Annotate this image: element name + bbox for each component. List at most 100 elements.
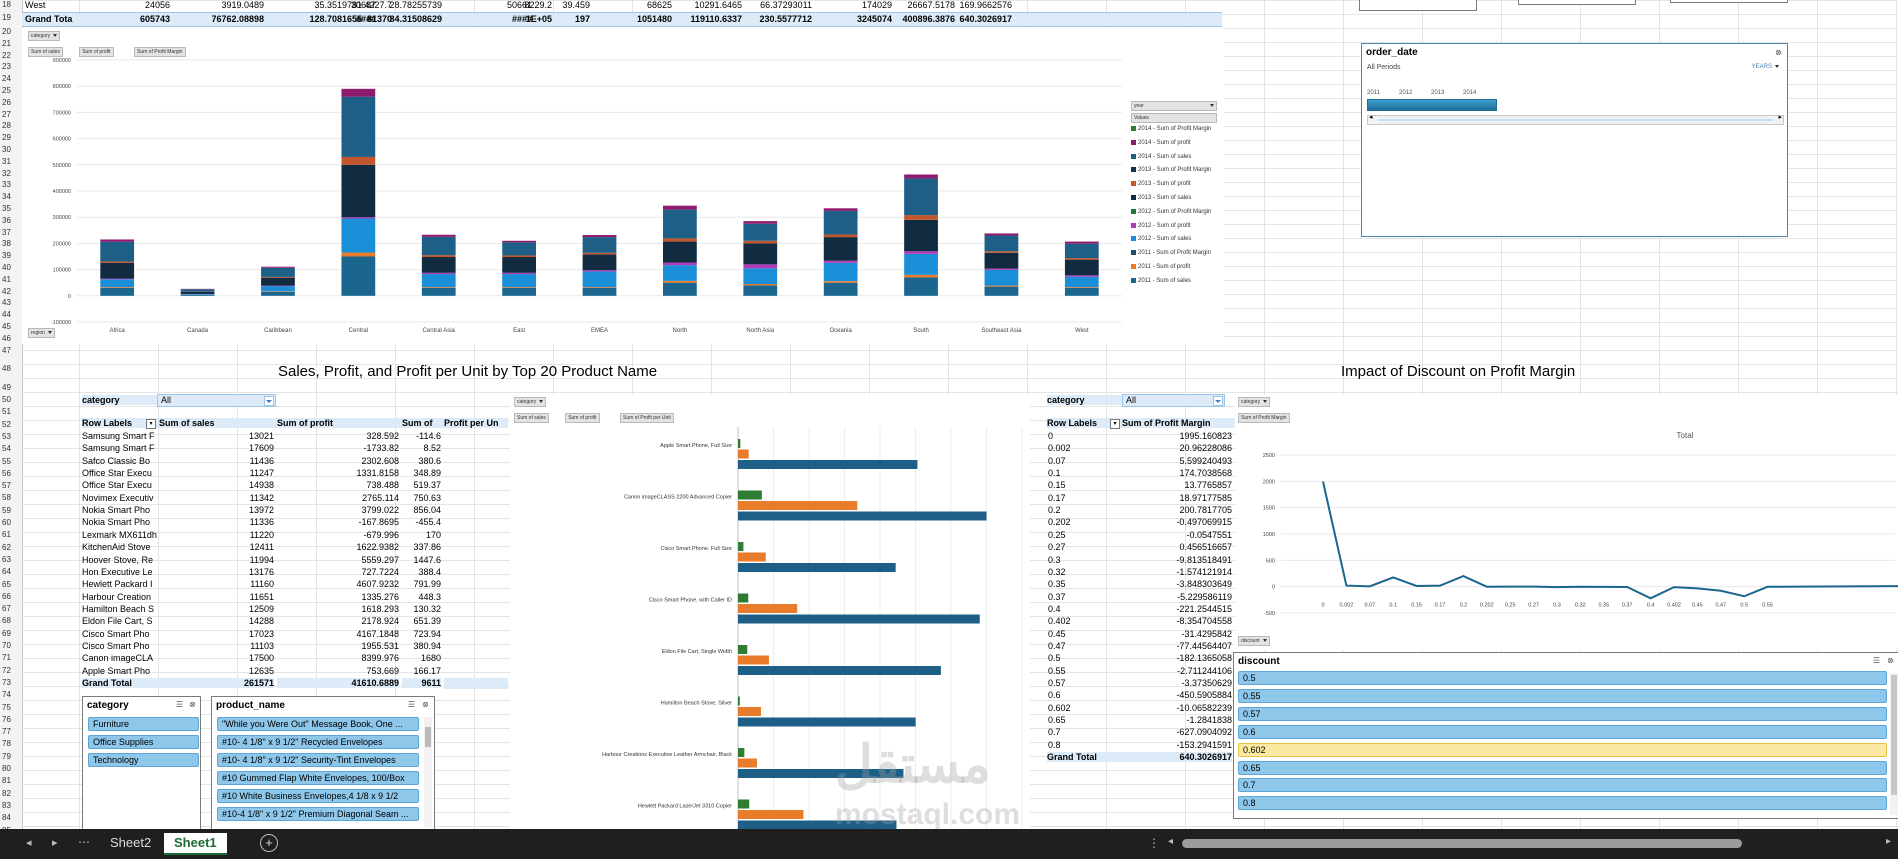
bar-segment[interactable] bbox=[904, 174, 938, 179]
row-number[interactable]: 50 bbox=[2, 395, 11, 404]
bar-segment[interactable] bbox=[261, 285, 295, 287]
row-number[interactable]: 37 bbox=[2, 227, 11, 237]
slicer-item[interactable]: 0.55 bbox=[1238, 688, 1887, 703]
add-sheet-icon[interactable]: + bbox=[260, 834, 278, 852]
bar[interactable] bbox=[738, 717, 916, 727]
row-number[interactable]: 54 bbox=[2, 444, 11, 454]
bar-segment[interactable] bbox=[100, 278, 135, 280]
bar-segment[interactable] bbox=[823, 210, 858, 235]
bar[interactable] bbox=[738, 511, 987, 521]
discount-axis-filter[interactable]: discount bbox=[1238, 636, 1270, 646]
slicer-item[interactable]: "While you Were Out" Message Book, One .… bbox=[217, 717, 419, 731]
pivot-header[interactable]: Row Labels bbox=[1047, 418, 1122, 428]
slicer-top-1[interactable] bbox=[1359, 0, 1477, 11]
row-number[interactable]: 75 bbox=[2, 702, 11, 712]
bar-segment[interactable] bbox=[180, 295, 215, 296]
slicer-item[interactable]: 0.65 bbox=[1238, 760, 1887, 775]
row-number[interactable]: 81 bbox=[2, 776, 11, 786]
bar-segment[interactable] bbox=[904, 251, 938, 254]
profit-margin-line[interactable] bbox=[1322, 481, 1898, 600]
row-number[interactable]: 21 bbox=[2, 38, 11, 48]
bar-segment[interactable] bbox=[421, 257, 456, 273]
row-number[interactable]: 65 bbox=[2, 579, 11, 589]
bar-segment[interactable] bbox=[663, 241, 697, 263]
timeline-year-label[interactable]: 2014 bbox=[1463, 90, 1477, 96]
row-number[interactable]: 80 bbox=[2, 764, 11, 773]
bar-segment[interactable] bbox=[341, 256, 376, 296]
value-field-button[interactable]: Sum of sales bbox=[514, 413, 549, 423]
row-number[interactable]: 70 bbox=[2, 641, 11, 650]
row-number[interactable]: 66 bbox=[2, 591, 11, 601]
row-number[interactable]: 24 bbox=[2, 74, 11, 84]
row-number[interactable]: 64 bbox=[2, 567, 11, 577]
bar-segment[interactable] bbox=[1064, 258, 1099, 260]
row-number[interactable]: 33 bbox=[2, 180, 11, 190]
bar-segment[interactable] bbox=[582, 235, 617, 238]
bar[interactable] bbox=[738, 810, 804, 819]
bar-segment[interactable] bbox=[341, 164, 376, 218]
clear-filter-icon[interactable]: ⊗ bbox=[422, 700, 429, 709]
bar-segment[interactable] bbox=[582, 287, 617, 288]
bar-segment[interactable] bbox=[582, 287, 617, 296]
value-field-button[interactable]: Sum of profit bbox=[565, 413, 600, 423]
values-legend-filter[interactable]: Values bbox=[1131, 113, 1217, 123]
row-number[interactable]: 32 bbox=[2, 168, 11, 178]
bar-segment[interactable] bbox=[663, 280, 697, 283]
bar-segment[interactable] bbox=[502, 274, 536, 288]
row-number[interactable]: 52 bbox=[2, 419, 11, 429]
bar-segment[interactable] bbox=[502, 255, 536, 258]
bar-segment[interactable] bbox=[100, 262, 135, 279]
row-number[interactable]: 73 bbox=[2, 677, 11, 687]
row-number[interactable]: 71 bbox=[2, 653, 11, 663]
row-number[interactable]: 74 bbox=[2, 690, 11, 700]
timeline-year-label[interactable]: 2013 bbox=[1431, 90, 1445, 96]
bar-segment[interactable] bbox=[823, 260, 858, 263]
bar-segment[interactable] bbox=[261, 291, 295, 292]
product-horizontal-bar-chart[interactable]: category Apple Smart Phone, Full Size Can… bbox=[510, 395, 1030, 829]
tab-scroll-right-icon[interactable]: ▸ bbox=[52, 837, 58, 849]
row-number[interactable]: 25 bbox=[2, 86, 11, 95]
bar[interactable] bbox=[738, 666, 941, 675]
bar-segment[interactable] bbox=[663, 265, 697, 281]
bar-segment[interactable] bbox=[502, 287, 536, 296]
slicer-item[interactable]: 0.6 bbox=[1238, 724, 1887, 739]
bar-segment[interactable] bbox=[984, 268, 1019, 270]
bar-segment[interactable] bbox=[421, 234, 456, 237]
bar-segment[interactable] bbox=[421, 287, 456, 296]
bar[interactable] bbox=[738, 604, 798, 613]
row-number[interactable]: 29 bbox=[2, 133, 11, 143]
category-slicer[interactable]: category ☰ ⊗ Furniture Office Supplies Tec… bbox=[82, 696, 201, 831]
row-number[interactable]: 84 bbox=[2, 813, 11, 823]
row-number[interactable]: 47 bbox=[2, 345, 11, 355]
tab-sheet1[interactable]: Sheet1 bbox=[164, 833, 227, 855]
bar-segment[interactable] bbox=[1064, 287, 1099, 288]
row-number[interactable]: 22 bbox=[2, 50, 11, 60]
row-number[interactable]: 34 bbox=[2, 192, 11, 202]
bar-segment[interactable] bbox=[582, 254, 617, 271]
row-number[interactable]: 78 bbox=[2, 739, 11, 749]
discount-line-chart[interactable]: category discount Total 2500 2000 1500 1000 5… bbox=[1235, 395, 1898, 650]
pivot-header[interactable]: Row Labels bbox=[82, 418, 159, 428]
bar-segment[interactable] bbox=[341, 217, 376, 219]
bar-segment[interactable] bbox=[743, 243, 778, 265]
bar-segment[interactable] bbox=[823, 281, 858, 283]
discount-chart-category-filter[interactable]: category bbox=[1238, 397, 1271, 407]
bar-segment[interactable] bbox=[100, 279, 135, 288]
row-number[interactable]: 28 bbox=[2, 121, 11, 131]
row-number[interactable]: 77 bbox=[2, 727, 11, 737]
bar-segment[interactable] bbox=[261, 277, 295, 286]
row-number[interactable]: 39 bbox=[2, 251, 11, 261]
bar-segment[interactable] bbox=[823, 208, 858, 211]
bar-segment[interactable] bbox=[100, 241, 135, 262]
row-number[interactable]: 49 bbox=[2, 383, 11, 392]
row-number[interactable]: 62 bbox=[2, 542, 11, 552]
row-number[interactable]: 43 bbox=[2, 298, 11, 308]
bar-segment[interactable] bbox=[904, 219, 938, 252]
bar-segment[interactable] bbox=[100, 287, 135, 288]
row-number[interactable]: 53 bbox=[2, 431, 11, 441]
bar[interactable] bbox=[738, 542, 744, 551]
bar[interactable] bbox=[738, 449, 749, 459]
bar-segment[interactable] bbox=[582, 237, 617, 253]
bar-segment[interactable] bbox=[341, 218, 376, 253]
row-number[interactable]: 23 bbox=[2, 62, 11, 72]
